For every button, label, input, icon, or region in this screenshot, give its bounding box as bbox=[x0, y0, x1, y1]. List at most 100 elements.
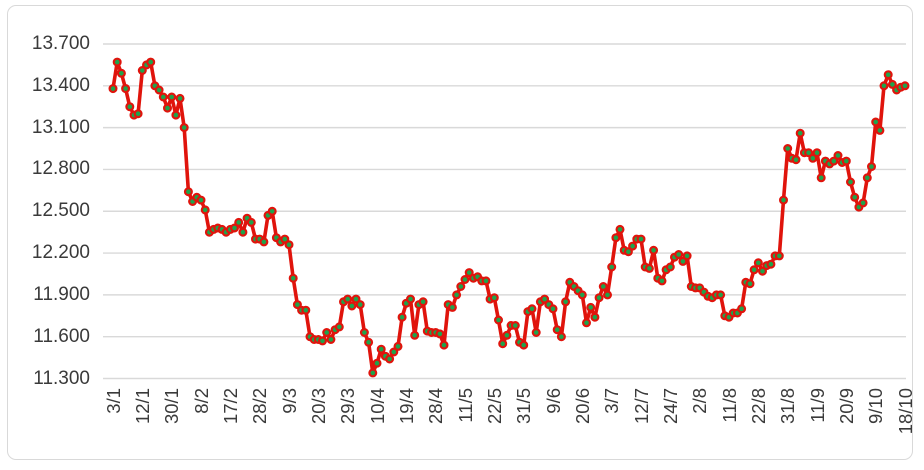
data-point-marker bbox=[179, 123, 189, 133]
data-point-marker bbox=[816, 173, 826, 183]
data-point-marker bbox=[644, 263, 654, 273]
data-point-marker bbox=[460, 275, 470, 285]
data-point-marker bbox=[498, 339, 508, 349]
x-axis-tick-label: 20/9 bbox=[835, 388, 857, 425]
data-point-marker bbox=[833, 151, 843, 161]
data-point-marker bbox=[175, 93, 185, 103]
data-point-marker bbox=[841, 156, 851, 166]
x-axis-tick-label: 24/7 bbox=[659, 388, 681, 425]
data-point-marker bbox=[234, 217, 244, 227]
data-point-marker bbox=[351, 294, 361, 304]
data-point-marker bbox=[649, 245, 659, 255]
data-point-marker bbox=[355, 300, 365, 310]
y-axis-tick-label: 13.100 bbox=[31, 116, 90, 138]
x-axis-tick-label: 22/5 bbox=[483, 388, 505, 425]
data-point-marker bbox=[548, 304, 558, 314]
data-point-marker bbox=[561, 297, 571, 307]
x-axis-tick-label: 31/8 bbox=[777, 388, 799, 425]
y-axis-tick-label: 11.300 bbox=[33, 367, 90, 389]
data-point-marker bbox=[292, 300, 302, 310]
data-point-marker bbox=[540, 294, 550, 304]
data-point-marker bbox=[112, 57, 122, 67]
data-point-marker bbox=[146, 57, 156, 67]
x-axis-tick-label: 31/5 bbox=[513, 388, 535, 425]
data-point-marker bbox=[158, 92, 168, 102]
data-point-marker bbox=[845, 177, 855, 187]
data-point-marker bbox=[301, 305, 311, 315]
data-point-marker bbox=[359, 328, 369, 338]
data-point-marker bbox=[678, 256, 688, 266]
data-point-marker bbox=[774, 251, 784, 261]
data-point-marker bbox=[527, 304, 537, 314]
data-point-marker bbox=[288, 273, 298, 283]
data-point-marker bbox=[200, 205, 210, 215]
data-point-marker bbox=[590, 312, 600, 322]
data-point-marker bbox=[615, 224, 625, 234]
data-point-marker bbox=[749, 265, 759, 275]
data-point-marker bbox=[766, 259, 776, 269]
x-axis-tick-label: 9/3 bbox=[278, 388, 300, 414]
data-point-marker bbox=[137, 65, 147, 75]
data-point-marker bbox=[464, 268, 474, 278]
x-axis-tick-label: 2/8 bbox=[689, 388, 711, 414]
data-point-marker bbox=[795, 128, 805, 138]
data-point-marker bbox=[682, 251, 692, 261]
data-point-marker bbox=[674, 250, 684, 260]
x-axis-tick-label: 9/10 bbox=[865, 388, 887, 425]
x-axis-tick-label: 10/4 bbox=[366, 388, 388, 425]
x-axis-tick-label: 11/5 bbox=[454, 388, 476, 423]
data-point-marker bbox=[284, 240, 294, 250]
data-point-marker bbox=[230, 223, 240, 233]
data-point-marker bbox=[389, 347, 399, 357]
data-point-marker bbox=[121, 84, 131, 94]
data-point-marker bbox=[397, 312, 407, 322]
data-point-marker bbox=[871, 117, 881, 127]
data-point-marker bbox=[866, 162, 876, 172]
data-point-marker bbox=[753, 258, 763, 268]
data-point-marker bbox=[502, 330, 512, 340]
data-point-marker bbox=[862, 173, 872, 183]
data-point-marker bbox=[259, 237, 269, 247]
data-point-marker bbox=[334, 322, 344, 332]
data-point-marker bbox=[628, 241, 638, 251]
data-point-marker bbox=[556, 332, 566, 342]
x-axis-tick-label: 29/3 bbox=[337, 388, 359, 425]
data-point-marker bbox=[623, 247, 633, 257]
data-point-marker bbox=[594, 293, 604, 303]
data-point-marker bbox=[456, 282, 466, 292]
data-point-marker bbox=[778, 195, 788, 205]
data-point-marker bbox=[531, 328, 541, 338]
y-axis-tick-label: 12.200 bbox=[31, 242, 90, 264]
x-axis-tick-label: 12/7 bbox=[630, 388, 652, 425]
data-point-marker bbox=[318, 336, 328, 346]
data-point-marker bbox=[435, 329, 445, 339]
data-point-marker bbox=[133, 109, 143, 119]
data-point-marker bbox=[343, 294, 353, 304]
data-point-marker bbox=[552, 325, 562, 335]
data-point-marker bbox=[489, 293, 499, 303]
y-axis-tick-label: 13.400 bbox=[31, 74, 90, 96]
data-point-marker bbox=[108, 84, 118, 94]
data-point-marker bbox=[196, 195, 206, 205]
data-point-marker bbox=[238, 227, 248, 237]
data-point-marker bbox=[385, 354, 395, 364]
chart-card bbox=[7, 5, 913, 460]
data-point-marker bbox=[875, 125, 885, 135]
data-point-marker bbox=[439, 340, 449, 350]
data-point-marker bbox=[171, 110, 181, 120]
data-point-marker bbox=[745, 279, 755, 289]
data-point-marker bbox=[322, 328, 332, 338]
x-axis-tick-label: 9/6 bbox=[542, 388, 564, 414]
data-point-marker bbox=[452, 290, 462, 300]
data-point-marker bbox=[406, 294, 416, 304]
data-point-marker bbox=[167, 92, 177, 102]
data-point-marker bbox=[812, 148, 822, 158]
data-point-marker bbox=[494, 315, 504, 325]
data-point-marker bbox=[116, 68, 126, 78]
x-axis-tick-label: 20/3 bbox=[307, 388, 329, 425]
y-axis-tick-label: 13.700 bbox=[31, 33, 90, 54]
data-point-marker bbox=[808, 153, 818, 163]
data-point-marker bbox=[368, 368, 378, 378]
